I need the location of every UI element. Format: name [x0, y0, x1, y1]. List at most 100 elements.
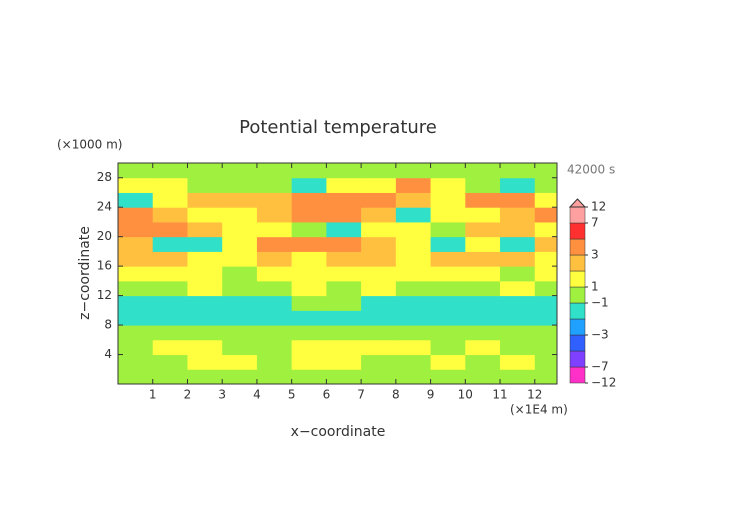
cell [500, 163, 536, 179]
cell [118, 251, 154, 267]
cell [500, 251, 536, 267]
cell [430, 236, 466, 252]
cell [222, 280, 258, 297]
y-tick-label: 12 [97, 288, 112, 302]
cell [152, 295, 188, 311]
cell [500, 310, 536, 326]
cell [291, 207, 327, 223]
cell [361, 163, 397, 179]
cell [222, 325, 258, 341]
cell [465, 310, 501, 326]
y-tick-label: 20 [97, 229, 112, 243]
cell [430, 207, 466, 223]
y-tick-label: 28 [97, 170, 112, 184]
cell [222, 207, 258, 223]
cell [465, 236, 501, 252]
cell [395, 177, 432, 193]
cell [395, 236, 432, 252]
cell [291, 236, 327, 252]
cell [326, 339, 362, 356]
cell [430, 177, 466, 193]
cell [465, 339, 501, 356]
cell [152, 280, 188, 297]
cell [430, 295, 466, 311]
cell [326, 295, 362, 311]
colorbar-tick-label: −1 [591, 296, 609, 310]
cell [222, 251, 258, 267]
colorbar-band [569, 286, 586, 304]
cell [256, 192, 293, 208]
y-tick-label: 16 [97, 259, 112, 273]
cell [430, 354, 466, 370]
cell [291, 177, 327, 193]
cell [395, 266, 432, 282]
cell [500, 177, 536, 193]
cell [152, 221, 188, 238]
cell [395, 163, 432, 179]
cell [118, 354, 154, 370]
cell [118, 192, 154, 208]
cell [326, 236, 362, 252]
x-tick-label: 6 [323, 388, 331, 402]
cell [430, 310, 466, 326]
cell [222, 354, 258, 370]
plot-frame [117, 162, 558, 385]
field [118, 163, 557, 384]
cell [291, 221, 327, 238]
cell [465, 163, 501, 179]
cell [291, 310, 327, 326]
cell [361, 251, 397, 267]
cell [534, 221, 557, 238]
cell [534, 251, 557, 267]
cell [187, 295, 223, 311]
cell [430, 163, 466, 179]
cell [326, 325, 362, 341]
colorbar-band [569, 318, 586, 336]
cell [361, 325, 397, 341]
cell [256, 236, 293, 252]
cell [222, 163, 258, 179]
cell [500, 295, 536, 311]
x-tick-label: 5 [288, 388, 296, 402]
colorbar-tick-label: −3 [591, 328, 609, 342]
cell [118, 369, 154, 384]
cell [534, 207, 557, 223]
cell [534, 369, 557, 384]
cell [291, 163, 327, 179]
cell [256, 354, 293, 370]
cell [326, 369, 362, 384]
cell [152, 163, 188, 179]
cell [430, 221, 466, 238]
colorbar-band [569, 238, 586, 256]
cell [465, 221, 501, 238]
cell [222, 339, 258, 356]
cell [361, 236, 397, 252]
cell [465, 266, 501, 282]
cell [361, 192, 397, 208]
colorbar-tick-label: 3 [591, 248, 599, 262]
x-tick-label: 2 [184, 388, 192, 402]
cell [395, 207, 432, 223]
cell [187, 177, 223, 193]
cell [118, 177, 154, 193]
cell [222, 310, 258, 326]
cell [326, 207, 362, 223]
x-axis-label: x−coordinate [291, 424, 386, 440]
cell [222, 192, 258, 208]
cell [534, 163, 557, 179]
x-tick-label: 1 [149, 388, 157, 402]
cell [152, 251, 188, 267]
x-tick-label: 3 [218, 388, 226, 402]
cell [187, 369, 223, 384]
cell [187, 339, 223, 356]
cell [291, 369, 327, 384]
cell [534, 280, 557, 297]
cell [222, 369, 258, 384]
cell [500, 207, 536, 223]
cell [256, 251, 293, 267]
colorbar-arrow [568, 198, 587, 208]
cell [534, 266, 557, 282]
cell [222, 221, 258, 238]
cell [361, 177, 397, 193]
